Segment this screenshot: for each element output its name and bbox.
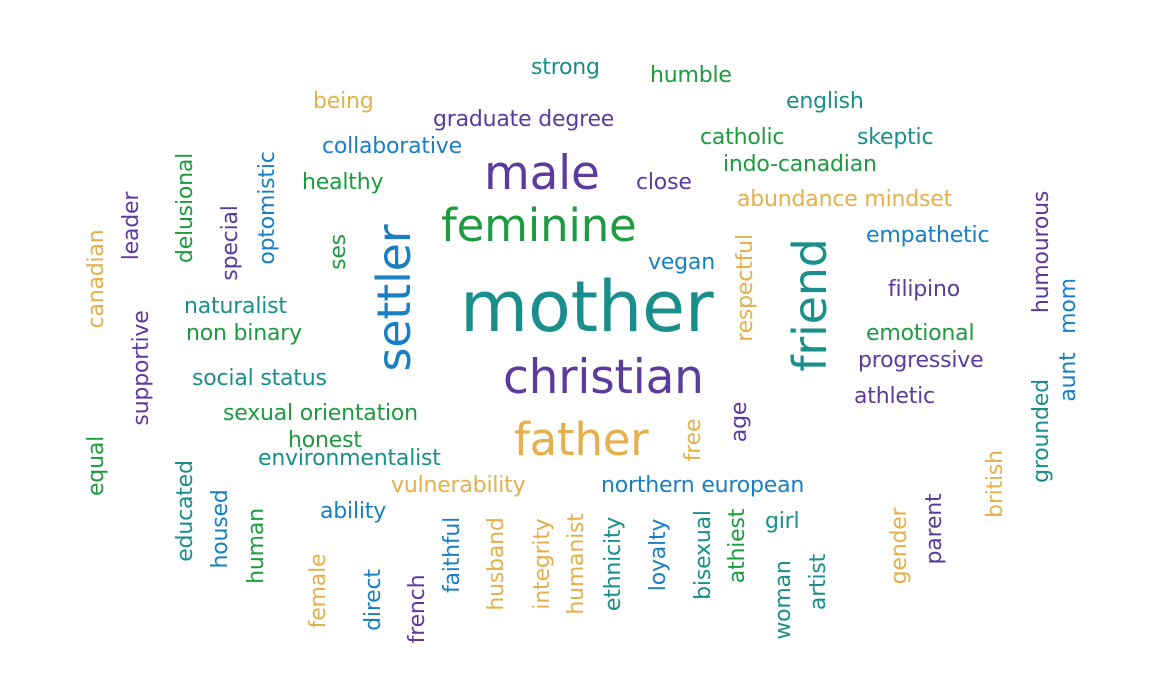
word-emotional: emotional (866, 321, 975, 346)
word-vegan: vegan (648, 250, 715, 275)
word-artist: artist (806, 553, 831, 611)
word-christian: christian (503, 350, 704, 405)
word-abundance-mindset: abundance mindset (737, 187, 953, 212)
word-progressive: progressive (858, 348, 984, 373)
word-woman: woman (771, 560, 796, 640)
word-parent: parent (922, 493, 947, 565)
word-indo-canadian: indo-canadian (723, 152, 877, 177)
word-male: male (484, 146, 600, 201)
word-mother: mother (460, 266, 714, 348)
word-graduate-degree: graduate degree (433, 107, 615, 132)
word-friend: friend (783, 238, 837, 372)
word-social-status: social status (192, 366, 327, 391)
word-supportive: supportive (129, 310, 154, 426)
word-vulnerability: vulnerability (391, 473, 526, 498)
word-feminine: feminine (441, 199, 637, 252)
word-husband: husband (484, 517, 509, 611)
word-age: age (727, 401, 752, 443)
word-humourous: humourous (1029, 190, 1054, 314)
word-loyalty: loyalty (646, 518, 671, 592)
word-integrity: integrity (530, 518, 555, 610)
word-respectful: respectful (733, 234, 758, 342)
word-mom: mom (1056, 278, 1081, 334)
word-optomistic: optomistic (255, 151, 280, 265)
word-human: human (244, 508, 269, 584)
word-ethnicity: ethnicity (601, 516, 626, 612)
word-northern-european: northern european (601, 473, 805, 498)
word-filipino: filipino (888, 277, 960, 302)
word-catholic: catholic (700, 125, 785, 150)
word-faithful: faithful (440, 516, 465, 594)
word-collaborative: collaborative (322, 134, 462, 159)
word-british: british (983, 450, 1008, 518)
word-empathetic: empathetic (866, 223, 990, 248)
word-naturalist: naturalist (184, 294, 287, 319)
word-father: father (514, 413, 649, 466)
word-educated: educated (173, 460, 198, 562)
word-french: french (405, 574, 430, 644)
word-grounded: grounded (1029, 379, 1054, 483)
word-bisexual: bisexual (691, 510, 716, 600)
word-being: being (313, 89, 374, 114)
word-humanist: humanist (564, 513, 589, 615)
word-gender: gender (887, 507, 912, 585)
word-honest: honest (288, 428, 362, 453)
word-canadian: canadian (84, 229, 109, 329)
word-skeptic: skeptic (857, 125, 934, 150)
word-ability: ability (320, 499, 387, 524)
word-direct: direct (361, 569, 386, 631)
word-settler: settler (367, 224, 421, 372)
word-housed: housed (208, 489, 233, 569)
word-english: english (786, 89, 864, 114)
word-delusional: delusional (173, 152, 198, 264)
word-close: close (636, 170, 692, 195)
word-free: free (681, 418, 706, 462)
word-environmentalist: environmentalist (258, 446, 441, 471)
word-sexual-orientation: sexual orientation (223, 401, 418, 426)
word-healthy: healthy (302, 170, 384, 195)
word-humble: humble (650, 63, 732, 88)
word-leader: leader (119, 191, 144, 261)
word-ses: ses (326, 234, 351, 270)
word-strong: strong (531, 55, 600, 80)
word-girl: girl (765, 509, 800, 534)
word-special: special (218, 205, 243, 281)
word-equal: equal (84, 435, 109, 497)
word-aunt: aunt (1056, 352, 1081, 402)
word-non-binary: non binary (186, 321, 302, 346)
word-athiest: athiest (725, 508, 750, 584)
word-female: female (306, 553, 331, 629)
word-athletic: athletic (854, 384, 935, 409)
